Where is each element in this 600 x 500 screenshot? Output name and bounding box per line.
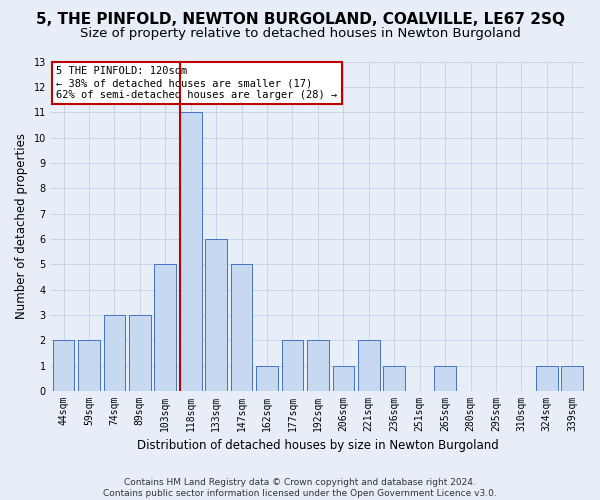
Y-axis label: Number of detached properties: Number of detached properties (15, 134, 28, 320)
Bar (383, 366, 405, 391)
Bar (536, 366, 557, 391)
X-axis label: Distribution of detached houses by size in Newton Burgoland: Distribution of detached houses by size … (137, 440, 499, 452)
Bar (78, 340, 100, 391)
Text: 5 THE PINFOLD: 120sqm
← 38% of detached houses are smaller (17)
62% of semi-deta: 5 THE PINFOLD: 120sqm ← 38% of detached … (56, 66, 337, 100)
Bar (434, 366, 456, 391)
Text: 5, THE PINFOLD, NEWTON BURGOLAND, COALVILLE, LE67 2SQ: 5, THE PINFOLD, NEWTON BURGOLAND, COALVI… (35, 12, 565, 28)
Bar (129, 315, 151, 391)
Bar (562, 366, 583, 391)
Bar (205, 239, 227, 391)
Bar (231, 264, 253, 391)
Text: Contains HM Land Registry data © Crown copyright and database right 2024.
Contai: Contains HM Land Registry data © Crown c… (103, 478, 497, 498)
Bar (154, 264, 176, 391)
Bar (104, 315, 125, 391)
Bar (307, 340, 329, 391)
Bar (332, 366, 354, 391)
Bar (180, 112, 202, 391)
Text: Size of property relative to detached houses in Newton Burgoland: Size of property relative to detached ho… (80, 28, 520, 40)
Bar (281, 340, 303, 391)
Bar (256, 366, 278, 391)
Bar (358, 340, 380, 391)
Bar (53, 340, 74, 391)
